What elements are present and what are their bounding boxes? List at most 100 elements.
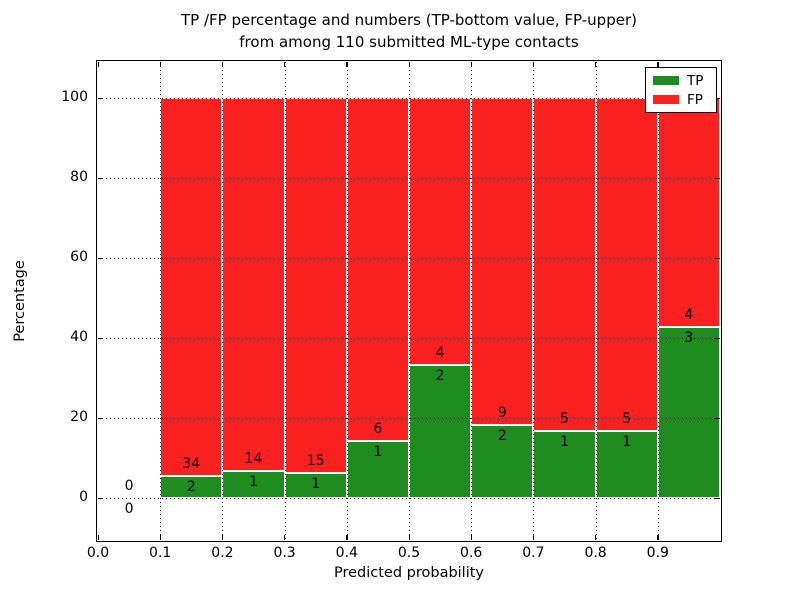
x-tick-label: 0.6 — [460, 545, 483, 561]
x-tick-mark — [159, 62, 162, 67]
y-tick-mark — [715, 257, 720, 259]
y-tick-mark — [715, 97, 720, 99]
x-gridline — [657, 62, 659, 540]
x-gridline — [284, 62, 286, 540]
y-tick-mark — [98, 257, 103, 259]
fp-count-label: 6 — [373, 420, 383, 437]
x-gridline — [533, 62, 535, 540]
x-gridline — [595, 62, 597, 540]
fp-count-label: 34 — [182, 455, 201, 472]
x-tick-mark — [408, 535, 410, 540]
x-gridline — [471, 62, 473, 540]
fp-count-label: 0 — [124, 478, 134, 494]
fp-count-label: 14 — [244, 451, 263, 468]
y-tick-label: 0 — [79, 489, 88, 505]
tp-bar-segment — [595, 431, 658, 498]
y-tick-mark — [715, 337, 720, 339]
x-tick-label: 0.0 — [86, 545, 110, 561]
y-tick-mark — [715, 177, 720, 179]
x-tick-mark — [657, 535, 659, 540]
legend-item-fp: FP — [653, 93, 709, 107]
chart-title-line1: TP /FP percentage and numbers (TP-bottom… — [181, 11, 637, 29]
legend: TP FP — [645, 67, 717, 113]
tp-bar-segment — [657, 326, 720, 498]
y-tick-label: 60 — [70, 249, 88, 265]
x-tick-mark — [346, 535, 348, 540]
tp-bar-segment — [346, 440, 409, 498]
y-tick-label: 20 — [70, 409, 88, 425]
fp-count-label: 4 — [684, 306, 694, 323]
x-tick-label: 0.8 — [584, 545, 607, 561]
fp-bar-segment — [471, 98, 534, 426]
x-tick-mark — [97, 535, 99, 540]
x-tick-mark — [657, 62, 659, 67]
tp-count-label: 3 — [684, 329, 694, 346]
x-tick-label: 0.7 — [522, 545, 545, 561]
x-tick-mark — [284, 535, 286, 540]
legend-label-fp: FP — [687, 91, 703, 108]
x-tick-mark — [221, 535, 224, 540]
fp-bar-segment — [346, 98, 409, 441]
x-gridline — [222, 62, 224, 540]
fp-count-label: 4 — [435, 344, 445, 361]
x-tick-mark — [595, 535, 597, 540]
x-tick-mark — [470, 62, 473, 67]
fp-count-label: 5 — [560, 411, 569, 428]
x-tick-label: 0.3 — [273, 545, 296, 561]
x-tick-label: 0.5 — [397, 545, 421, 561]
x-tick-mark — [284, 62, 286, 67]
x-tick-mark — [532, 62, 535, 67]
x-tick-mark — [221, 62, 224, 67]
y-tick-label: 40 — [70, 329, 88, 345]
y-tick-mark — [98, 337, 103, 339]
tp-count-label: 1 — [622, 434, 632, 451]
tp-bar-segment — [533, 431, 596, 498]
y-tick-mark — [98, 97, 103, 99]
tp-color-swatch — [653, 76, 679, 85]
legend-label-tp: TP — [687, 72, 704, 89]
tp-count-label: 1 — [311, 476, 321, 492]
tp-count-label: 0 — [124, 501, 134, 517]
y-axis-label: Percentage — [12, 260, 28, 342]
x-tick-mark — [470, 535, 473, 540]
fp-count-label: 15 — [306, 453, 325, 469]
x-tick-label: 0.1 — [149, 545, 172, 561]
tp-bar-segment — [471, 425, 534, 498]
tp-count-label: 1 — [373, 443, 383, 460]
fp-bar-segment — [409, 98, 472, 365]
y-tick-mark — [715, 497, 720, 499]
fp-bar-segment — [160, 98, 223, 476]
y-tick-mark — [715, 417, 720, 419]
x-axis-label: Predicted probability — [333, 565, 485, 581]
x-tick-mark — [346, 62, 348, 67]
fp-bar-segment — [657, 98, 720, 327]
fp-color-swatch — [653, 95, 679, 104]
tp-count-label: 2 — [435, 367, 445, 384]
x-tick-mark — [159, 535, 162, 540]
x-tick-label: 0.2 — [211, 545, 234, 561]
tp-count-label: 1 — [249, 474, 258, 491]
x-tick-label: 0.9 — [646, 545, 669, 561]
x-tick-label: 0.4 — [335, 545, 358, 561]
x-gridline — [409, 62, 410, 540]
y-tick-mark — [98, 497, 103, 499]
chart-title-line2: from among 110 submitted ML-type contact… — [239, 33, 579, 51]
fp-bar-segment — [533, 98, 596, 432]
x-tick-mark — [408, 62, 410, 67]
y-tick-label: 80 — [70, 169, 88, 185]
tp-count-label: 1 — [560, 434, 569, 451]
tp-bar-segment — [409, 364, 472, 498]
fp-bar-segment — [595, 98, 658, 432]
tp-bar-segment — [222, 471, 285, 498]
x-tick-mark — [532, 535, 535, 540]
y-tick-label: 100 — [61, 89, 88, 105]
x-gridline — [346, 62, 348, 540]
x-gridline — [160, 62, 162, 540]
legend-item-tp: TP — [653, 74, 709, 88]
tp-count-label: 2 — [186, 478, 196, 495]
fp-bar-segment — [284, 98, 347, 473]
x-tick-mark — [595, 62, 597, 67]
y-tick-mark — [98, 417, 103, 419]
fp-bar-segment — [222, 98, 285, 472]
